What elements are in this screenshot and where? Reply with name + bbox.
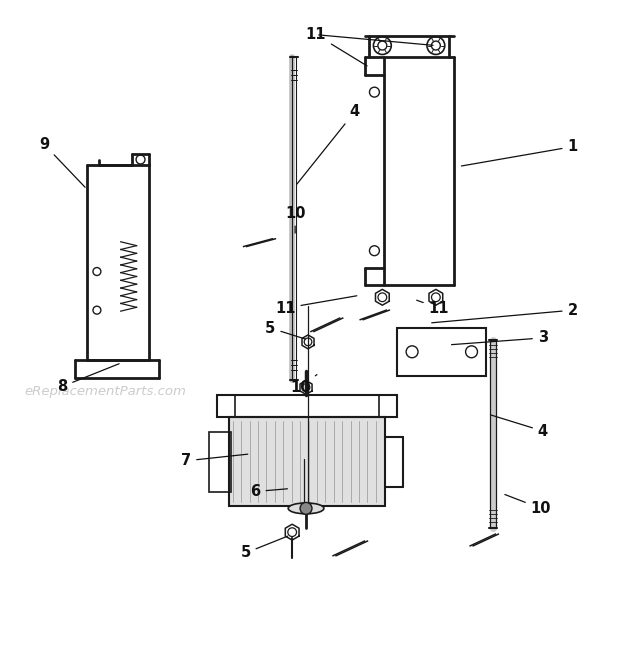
Bar: [397, 328, 487, 376]
Text: 9: 9: [39, 137, 85, 187]
Text: 11: 11: [275, 296, 357, 315]
Text: eReplacementParts.com: eReplacementParts.com: [25, 385, 187, 398]
Text: 8: 8: [57, 364, 119, 394]
Text: 3: 3: [451, 330, 548, 346]
Text: 7: 7: [181, 453, 248, 468]
Text: 10: 10: [505, 495, 551, 516]
Text: 4: 4: [297, 104, 360, 184]
Bar: [229, 417, 385, 507]
Text: 5: 5: [241, 536, 288, 560]
Bar: [209, 432, 231, 491]
Bar: [379, 396, 397, 417]
Text: 2: 2: [432, 303, 578, 323]
Text: 4: 4: [491, 415, 548, 439]
Text: 11: 11: [306, 27, 367, 66]
Text: 10: 10: [285, 206, 306, 233]
Circle shape: [300, 503, 312, 514]
Text: 5: 5: [265, 321, 306, 339]
Text: 11: 11: [417, 300, 449, 315]
Text: 1: 1: [461, 139, 578, 166]
Bar: [217, 396, 235, 417]
Text: 6: 6: [250, 484, 288, 499]
Bar: [217, 396, 397, 417]
Ellipse shape: [288, 503, 324, 514]
Text: 10: 10: [290, 374, 317, 395]
